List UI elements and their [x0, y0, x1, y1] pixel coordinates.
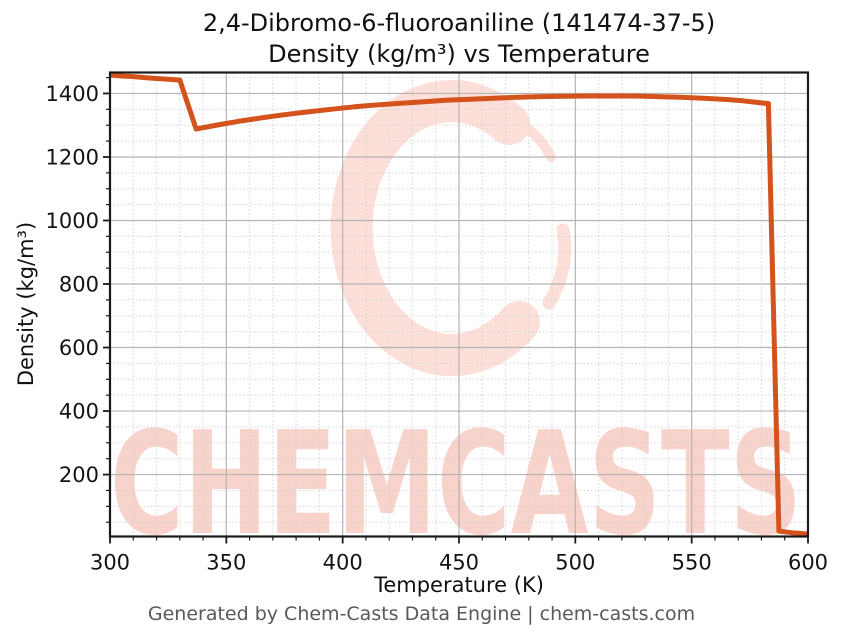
- svg-text:500: 500: [555, 551, 595, 575]
- svg-text:1000: 1000: [46, 209, 99, 233]
- tick-labels: 300 350 400 450 500 550 600 200 400 600 800 1000 120…: [46, 82, 829, 575]
- svg-text:450: 450: [439, 551, 479, 575]
- y-axis-label: Density (kg/m³): [14, 222, 38, 386]
- x-axis-label: Temperature (K): [373, 573, 544, 597]
- svg-text:200: 200: [59, 463, 99, 487]
- axis-ticks: [103, 76, 809, 544]
- chart-title-line1: 2,4-Dibromo-6-fluoroaniline (141474-37-5…: [202, 9, 716, 37]
- chart-title-line2: Density (kg/m³) vs Temperature: [268, 40, 650, 68]
- svg-text:600: 600: [59, 336, 99, 360]
- svg-text:1200: 1200: [46, 145, 99, 169]
- data-series: [110, 72, 808, 537]
- watermark: CHEMCASTS: [110, 80, 802, 567]
- chart-title: 2,4-Dibromo-6-fluoroaniline (141474-37-5…: [110, 8, 808, 70]
- svg-text:400: 400: [59, 400, 99, 424]
- svg-text:800: 800: [59, 273, 99, 297]
- svg-text:600: 600: [788, 551, 828, 575]
- brush-stroke-wisp-icon: [542, 223, 572, 310]
- svg-text:550: 550: [672, 551, 712, 575]
- watermark-text: CHEMCASTS: [110, 401, 802, 567]
- svg-text:350: 350: [206, 551, 246, 575]
- svg-text:400: 400: [323, 551, 363, 575]
- brush-stroke-hook-icon: [483, 107, 556, 162]
- svg-text:300: 300: [90, 551, 130, 575]
- footer-text: Generated by Chem-Casts Data Engine | ch…: [147, 603, 696, 625]
- svg-text:1400: 1400: [46, 82, 99, 106]
